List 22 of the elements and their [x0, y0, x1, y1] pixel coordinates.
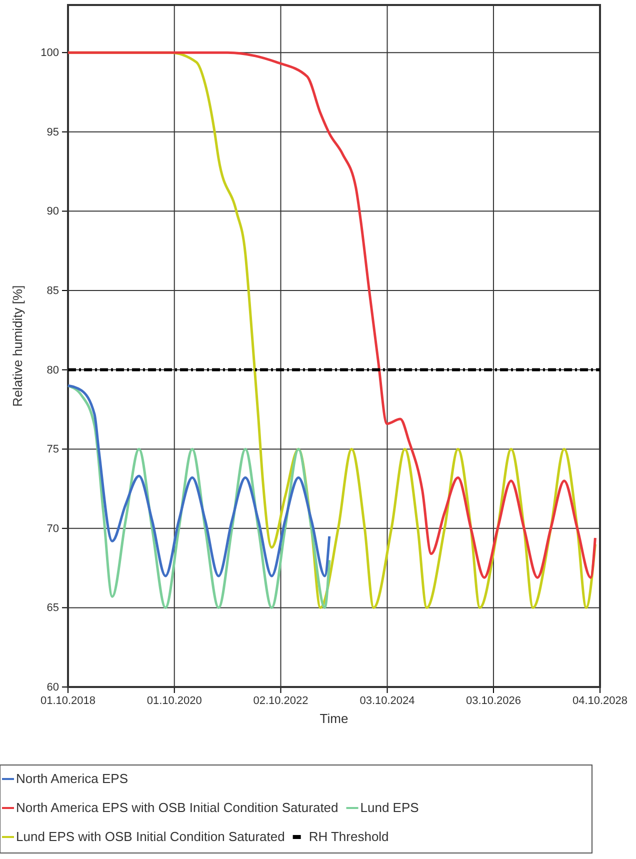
y-tick-label: 90	[46, 206, 59, 218]
y-tick-label: 75	[46, 444, 59, 456]
legend-label: Lund EPS	[360, 800, 420, 815]
x-tick-label: 01.10.2018	[40, 694, 96, 707]
legend-label: North America EPS	[16, 771, 128, 786]
y-tick-label: 100	[40, 47, 59, 60]
legend-label: RH Threshold	[308, 829, 389, 844]
y-tick-label: 70	[46, 522, 59, 535]
y-tick-label: 95	[46, 126, 59, 138]
legend-label: North America EPS with OSB Initial Condition Saturated	[16, 800, 338, 815]
x-tick-label: 03.10.2024	[360, 694, 415, 707]
x-tick-label: 03.10.2026	[466, 694, 522, 707]
x-tick-label: 01.10.2020	[146, 694, 202, 707]
x-tick-label: 04.10.2028	[572, 694, 628, 707]
y-axis-title: Relative humidity [%]	[10, 285, 25, 407]
y-tick-label: 65	[46, 602, 59, 614]
legend-label: Lund EPS with OSB Initial Condition Saturated	[16, 829, 285, 844]
y-tick-label: 80	[46, 364, 59, 376]
y-tick-label: 60	[46, 682, 59, 694]
y-tick-label: 85	[46, 285, 59, 298]
x-tick-label: 02.10.2022	[253, 694, 308, 707]
x-axis-title: Time	[320, 711, 348, 726]
